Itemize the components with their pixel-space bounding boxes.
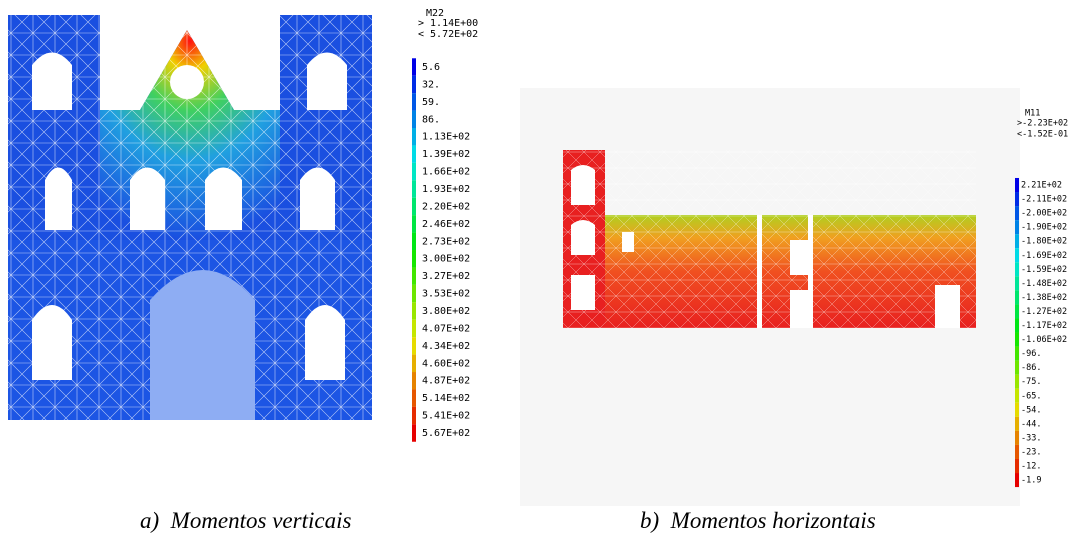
legend-swatch [412,93,416,110]
legend-min: <-1.52E-01 [1017,130,1068,140]
legend-swatch [412,320,416,337]
legend-label: -1.06E+02 [1021,335,1067,345]
legend-label: 5.6 [422,62,440,73]
legend-swatch [1015,192,1019,206]
legend-label: -75. [1021,377,1041,387]
legend-label: -96. [1021,349,1041,359]
legend-label: -1.17E+02 [1021,321,1067,331]
legend-label: 1.13E+02 [422,132,470,143]
legend-label: 4.34E+02 [422,341,470,352]
legend-label: -1.38E+02 [1021,293,1067,303]
legend-swatch [1015,347,1019,361]
legend-swatch [412,58,416,75]
legend-label: 3.00E+02 [422,254,470,265]
legend-swatch [412,407,416,424]
figure: M22> 1.14E+00< 5.72E+025.632.59.86.1.13E… [0,0,1076,554]
legend-label: 5.67E+02 [422,428,470,439]
legend-label: -1.90E+02 [1021,223,1067,233]
legend-label: 4.60E+02 [422,358,470,369]
legend-swatch [412,215,416,232]
legend-swatch [1015,333,1019,347]
legend-swatch [1015,389,1019,403]
legend-label: -1.69E+02 [1021,251,1067,261]
legend-label: 3.27E+02 [422,271,470,282]
legend-swatch [1015,262,1019,276]
legend-swatch [1015,206,1019,220]
facade-plot [8,15,372,420]
legend-label: -65. [1021,391,1041,401]
legend-label: 1.66E+02 [422,167,470,178]
legend-label: -1.59E+02 [1021,265,1067,275]
legend-min: < 5.72E+02 [418,29,478,40]
legend-swatch [412,198,416,215]
building-plot [563,150,976,328]
legend-label: -2.11E+02 [1021,195,1067,205]
legend-swatch [1015,431,1019,445]
legend-swatch [1015,220,1019,234]
legend-swatch [1015,361,1019,375]
legend-swatch [1015,473,1019,487]
legend-swatch [412,128,416,145]
legend-swatch [1015,248,1019,262]
legend-max: >-2.23E+02 [1017,119,1068,129]
legend-label: 1.93E+02 [422,184,470,195]
legend-swatch [1015,290,1019,304]
legend-swatch [412,250,416,267]
legend-swatch [412,424,416,441]
legend-swatch [412,302,416,319]
caption: b) Momentos horizontais [640,508,876,533]
legend-label: 3.53E+02 [422,289,470,300]
legend-max: > 1.14E+00 [418,18,478,29]
legend-label: -2.00E+02 [1021,209,1067,219]
legend-swatch [1015,417,1019,431]
legend-label: 2.73E+02 [422,236,470,247]
legend-label: -1.80E+02 [1021,237,1067,247]
legend-swatch [412,180,416,197]
legend-label: 5.14E+02 [422,393,470,404]
legend-swatch [1015,276,1019,290]
legend-swatch [1015,375,1019,389]
legend-label: -33. [1021,433,1041,443]
legend-label: 1.39E+02 [422,149,470,160]
legend-swatch [412,163,416,180]
legend-swatch [1015,304,1019,318]
legend-label: 32. [422,79,440,90]
legend-label: -1.27E+02 [1021,307,1067,317]
legend-label: 3.80E+02 [422,306,470,317]
legend-label: -44. [1021,419,1041,429]
legend-swatch [1015,445,1019,459]
legend-swatch [1015,459,1019,473]
legend-title: M11 [1025,109,1040,119]
legend-label: 2.20E+02 [422,201,470,212]
legend-label: -12. [1021,462,1041,472]
legend-swatch [412,372,416,389]
legend-label: 5.41E+02 [422,411,470,422]
legend-label: 4.87E+02 [422,376,470,387]
legend-swatch [1015,318,1019,332]
legend-label: -23. [1021,447,1041,457]
legend-label: -86. [1021,363,1041,373]
legend-swatch [412,337,416,354]
legend-label: 2.21E+02 [1021,181,1062,191]
legend-swatch [412,233,416,250]
legend-swatch [412,76,416,93]
legend-label: -1.9 [1021,476,1041,486]
caption: a) Momentos verticais [140,508,351,533]
legend-label: 86. [422,114,440,125]
legend-label: 59. [422,97,440,108]
legend-swatch [1015,178,1019,192]
legend-swatch [412,389,416,406]
legend-swatch [412,267,416,284]
legend-label: 4.07E+02 [422,323,470,334]
legend-swatch [412,285,416,302]
legend-swatch [412,355,416,372]
legend-swatch [412,111,416,128]
legend-label: -1.48E+02 [1021,279,1067,289]
legend-swatch [412,145,416,162]
legend-label: 2.46E+02 [422,219,470,230]
legend-swatch [1015,234,1019,248]
legend-swatch [1015,403,1019,417]
legend-label: -54. [1021,405,1041,415]
